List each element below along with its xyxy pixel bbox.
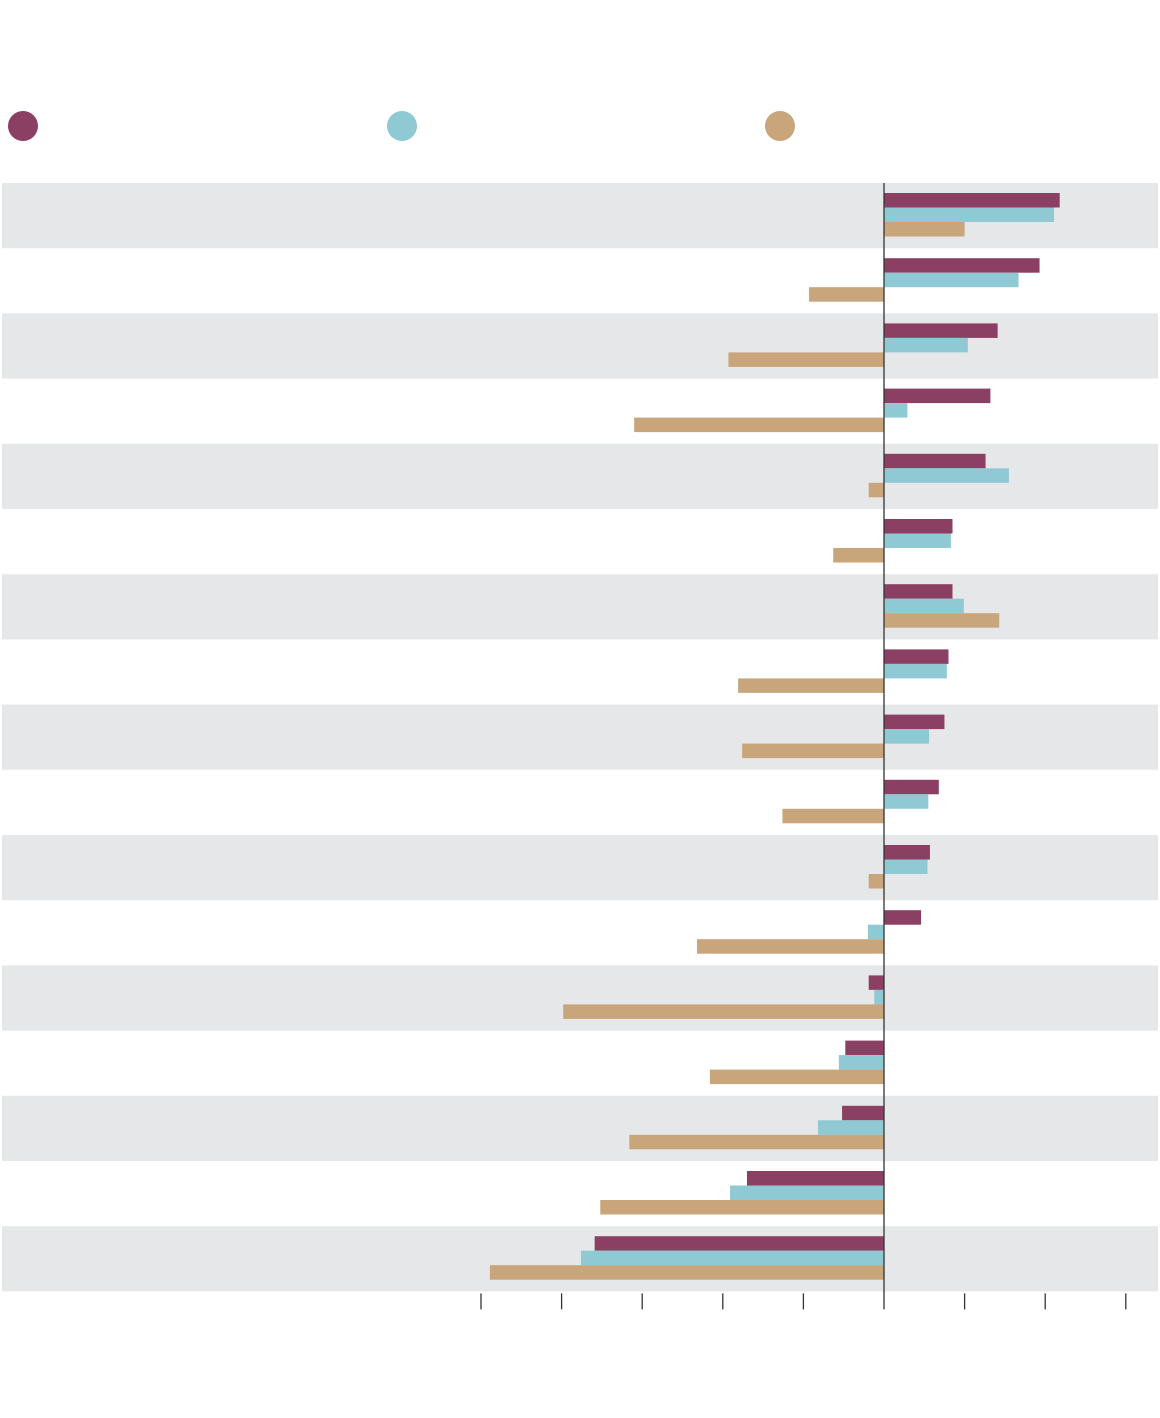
bar-series-2-row-5	[884, 468, 1009, 483]
legend-item-series-1	[8, 109, 48, 143]
bar-series-1-row-4	[884, 388, 991, 404]
bar-series-3-row-13	[563, 1004, 884, 1019]
bar-series-2-row-2	[884, 272, 1019, 288]
bar-series-2-row-4	[884, 403, 908, 418]
bar-series-1-row-11	[884, 845, 930, 860]
bar-series-3-row-6	[833, 548, 884, 563]
bar-series-1-row-5	[884, 453, 986, 469]
bar-series-2-row-11	[884, 859, 928, 874]
bar-series-3-row-12	[697, 939, 884, 954]
row-band-11	[2, 835, 1158, 901]
bar-series-2-row-10	[884, 794, 929, 809]
bar-series-2-row-13	[874, 989, 884, 1005]
bar-series-1-row-1	[884, 193, 1060, 208]
bar-series-1-row-17	[594, 1236, 884, 1251]
bar-series-1-row-16	[746, 1171, 884, 1186]
bar-series-1-row-2	[884, 258, 1040, 273]
bar-series-2-row-3	[884, 337, 968, 353]
bar-series-3-row-5	[868, 482, 884, 498]
bar-series-3-row-15	[629, 1134, 884, 1150]
row-band-3	[2, 313, 1158, 379]
bar-series-2-row-7	[884, 598, 964, 614]
bar-series-1-row-6	[884, 519, 953, 534]
bar-series-1-row-7	[884, 584, 953, 599]
bar-series-1-row-14	[845, 1040, 884, 1056]
legend	[0, 109, 1160, 143]
bar-series-2-row-1	[884, 207, 1055, 222]
legend-item-series-3	[765, 109, 805, 143]
bar-series-2-row-16	[730, 1185, 884, 1200]
legend-swatch-series-3	[765, 111, 795, 141]
bar-series-3-row-14	[709, 1069, 884, 1085]
bar-series-3-row-4	[634, 417, 884, 433]
bar-series-1-row-10	[884, 779, 939, 795]
bar-series-1-row-15	[842, 1105, 884, 1121]
row-band-17	[2, 1226, 1158, 1292]
bar-series-3-row-2	[809, 287, 884, 302]
bar-series-2-row-14	[838, 1055, 884, 1070]
bar-series-2-row-12	[867, 924, 884, 940]
bar-series-1-row-13	[868, 975, 884, 990]
bar-series-2-row-15	[817, 1120, 884, 1135]
bar-series-1-row-8	[884, 649, 949, 664]
bar-series-2-row-17	[580, 1250, 884, 1266]
bar-series-2-row-8	[884, 663, 947, 679]
legend-item-series-2	[387, 109, 427, 143]
bar-series-3-row-17	[489, 1265, 884, 1280]
row-band-9	[2, 704, 1158, 770]
bar-series-3-row-3	[728, 352, 884, 367]
legend-swatch-series-2	[387, 111, 417, 141]
row-band-7	[2, 574, 1158, 640]
bar-series-1-row-12	[884, 910, 922, 925]
bar-series-3-row-11	[868, 874, 884, 889]
bar-series-3-row-10	[782, 808, 884, 824]
legend-swatch-series-1	[8, 111, 38, 141]
row-band-13	[2, 965, 1158, 1031]
bar-series-2-row-6	[884, 533, 951, 548]
bar-series-3-row-9	[742, 743, 884, 759]
bar-series-3-row-8	[738, 678, 884, 693]
bar-series-2-row-9	[884, 729, 930, 744]
row-band-15	[2, 1095, 1158, 1161]
bar-series-1-row-9	[884, 714, 945, 730]
bar-series-3-row-7	[884, 613, 1000, 628]
bar-series-1-row-3	[884, 323, 998, 338]
bar-series-3-row-1	[884, 222, 965, 237]
bar-series-3-row-16	[600, 1200, 884, 1215]
